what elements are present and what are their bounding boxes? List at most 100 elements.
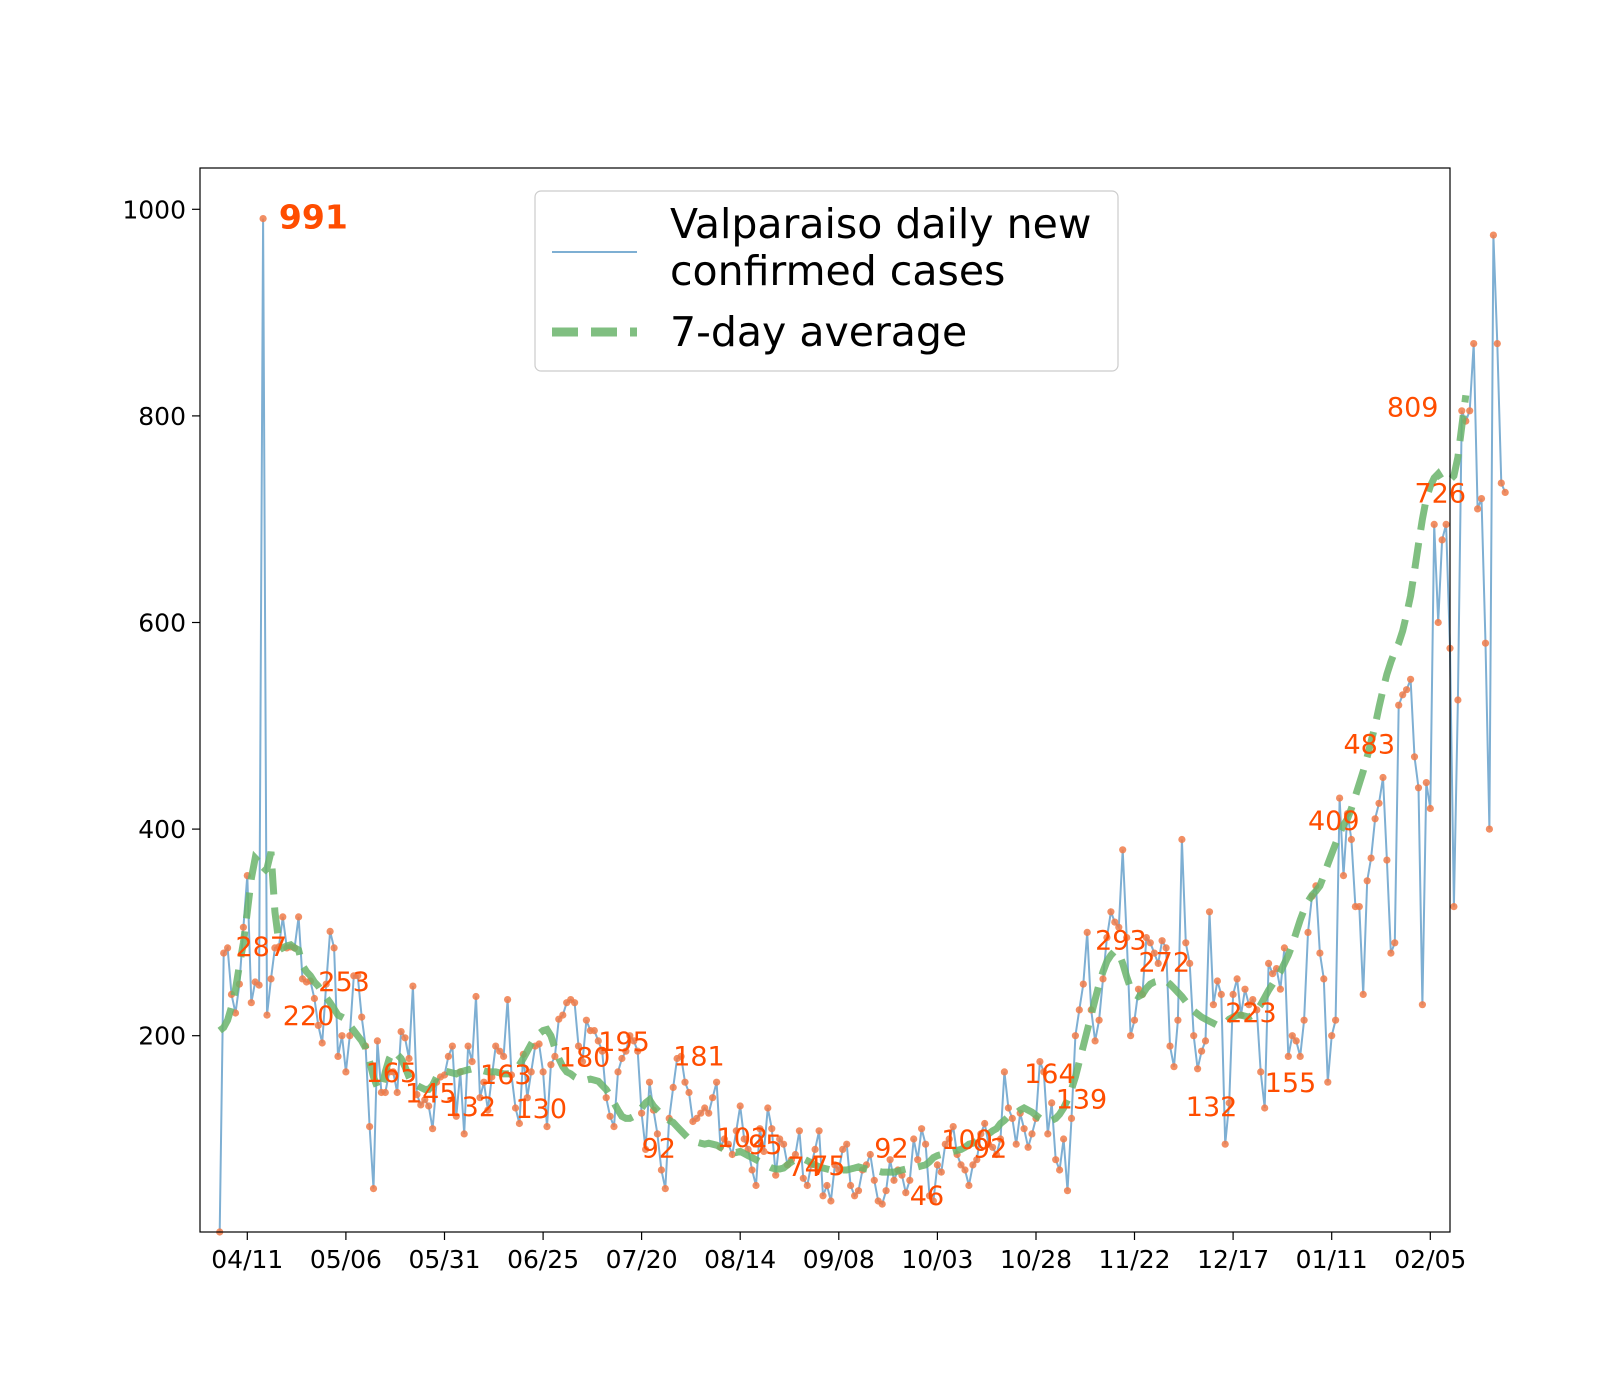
daily-case-point <box>393 1088 401 1097</box>
daily-case-point <box>1154 959 1162 968</box>
annotation-label: 145 <box>405 1079 457 1110</box>
annotation-label: 132 <box>445 1092 497 1123</box>
daily-case-point <box>504 996 512 1004</box>
daily-case-point <box>1241 985 1249 993</box>
x-tick-label: 05/31 <box>408 1245 480 1274</box>
daily-case-point <box>965 1181 973 1190</box>
daily-case-point <box>322 980 330 988</box>
annotation-label: 809 <box>1387 393 1439 424</box>
daily-case-point <box>1497 479 1505 487</box>
daily-case-point <box>791 1150 800 1159</box>
y-tick-label: 1000 <box>122 195 186 224</box>
daily-case-point <box>886 1156 894 1164</box>
daily-case-point <box>1233 975 1241 983</box>
daily-case-point <box>705 1109 713 1117</box>
daily-case-point <box>685 1088 693 1097</box>
daily-case-point <box>1261 1104 1269 1112</box>
legend-average-label: 7-day average <box>670 308 967 356</box>
annotation-label: 46 <box>910 1181 944 1212</box>
daily-case-point <box>476 1094 484 1102</box>
x-tick-label: 10/03 <box>901 1245 973 1274</box>
daily-case-point <box>373 1037 381 1045</box>
daily-case-point <box>697 1109 705 1117</box>
daily-case-point <box>1150 949 1158 957</box>
daily-case-point <box>1095 1016 1103 1024</box>
daily-case-point <box>405 1054 413 1063</box>
y-tick-label: 600 <box>138 609 186 638</box>
daily-case-point <box>539 1068 547 1076</box>
daily-case-point <box>421 1096 429 1104</box>
daily-case-point <box>1229 990 1237 999</box>
annotation-label: 991 <box>279 198 348 237</box>
daily-case-point <box>713 1078 721 1086</box>
legend-box <box>534 190 1119 372</box>
daily-case-point <box>255 981 263 989</box>
annotation-label: 130 <box>516 1094 568 1125</box>
daily-case-point <box>803 1181 811 1190</box>
annotation-label: 253 <box>318 967 370 998</box>
daily-case-point <box>709 1094 717 1102</box>
daily-case-point <box>1339 872 1348 880</box>
daily-case-point <box>847 1181 855 1190</box>
x-tick-label: 05/06 <box>310 1245 382 1274</box>
daily-case-point <box>642 1145 650 1153</box>
daily-case-point <box>1067 1114 1076 1122</box>
daily-case-point <box>1481 639 1490 647</box>
daily-case-point <box>1115 923 1123 931</box>
annotation-label: 483 <box>1344 729 1396 760</box>
daily-case-point <box>444 1052 452 1060</box>
daily-case-point <box>1221 1140 1229 1148</box>
daily-case-point <box>543 1123 551 1131</box>
x-tick-label: 01/11 <box>1296 1245 1368 1274</box>
daily-case-point <box>752 1181 760 1190</box>
daily-case-point <box>1127 1032 1135 1040</box>
daily-case-point <box>1410 753 1419 761</box>
daily-case-point <box>511 1104 520 1112</box>
daily-case-point <box>890 1176 898 1184</box>
daily-case-point <box>973 1156 981 1164</box>
daily-case-point <box>263 1011 271 1019</box>
daily-case-point <box>1024 1143 1032 1151</box>
daily-case-point <box>1170 1063 1178 1071</box>
daily-case-point <box>1245 1001 1253 1009</box>
daily-case-point <box>472 992 480 1001</box>
daily-case-point <box>756 1125 764 1133</box>
daily-case-point <box>1493 340 1501 348</box>
daily-case-point <box>1269 970 1277 978</box>
daily-case-point <box>413 1091 421 1099</box>
daily-case-point <box>780 1140 788 1148</box>
daily-case-point <box>669 1083 677 1091</box>
annotation-label: 132 <box>1186 1092 1238 1123</box>
daily-case-point <box>358 1013 366 1021</box>
daily-case-point <box>634 1047 642 1055</box>
daily-case-point <box>657 1166 666 1174</box>
daily-case-point <box>1466 407 1474 415</box>
daily-case-point <box>1450 903 1458 911</box>
daily-case-point <box>492 1042 500 1050</box>
annotation-label: 139 <box>1056 1085 1108 1116</box>
daily-case-point <box>969 1161 977 1169</box>
daily-case-point <box>1249 996 1257 1004</box>
x-tick-label: 02/05 <box>1394 1245 1466 1274</box>
daily-case-point <box>638 1109 646 1117</box>
daily-case-point <box>1276 985 1284 993</box>
daily-case-point <box>1477 495 1486 503</box>
daily-case-point <box>468 1058 476 1066</box>
daily-case-point <box>1304 928 1312 937</box>
daily-case-point <box>1079 980 1087 988</box>
annotation-label: 75 <box>811 1151 845 1182</box>
daily-case-point <box>1403 686 1411 694</box>
daily-case-point <box>535 1040 543 1048</box>
daily-case-point <box>1379 773 1387 782</box>
daily-case-point <box>1198 1047 1206 1055</box>
daily-case-point <box>279 913 287 921</box>
plot-frame <box>199 167 1451 1233</box>
daily-case-point <box>1501 488 1509 496</box>
daily-case-point <box>1316 949 1324 957</box>
daily-case-point <box>464 1042 472 1050</box>
daily-case-point <box>330 944 338 952</box>
daily-case-point <box>827 1197 835 1205</box>
daily-case-point <box>1158 937 1166 945</box>
daily-case-point <box>460 1130 468 1138</box>
daily-case-point <box>1324 1078 1332 1086</box>
